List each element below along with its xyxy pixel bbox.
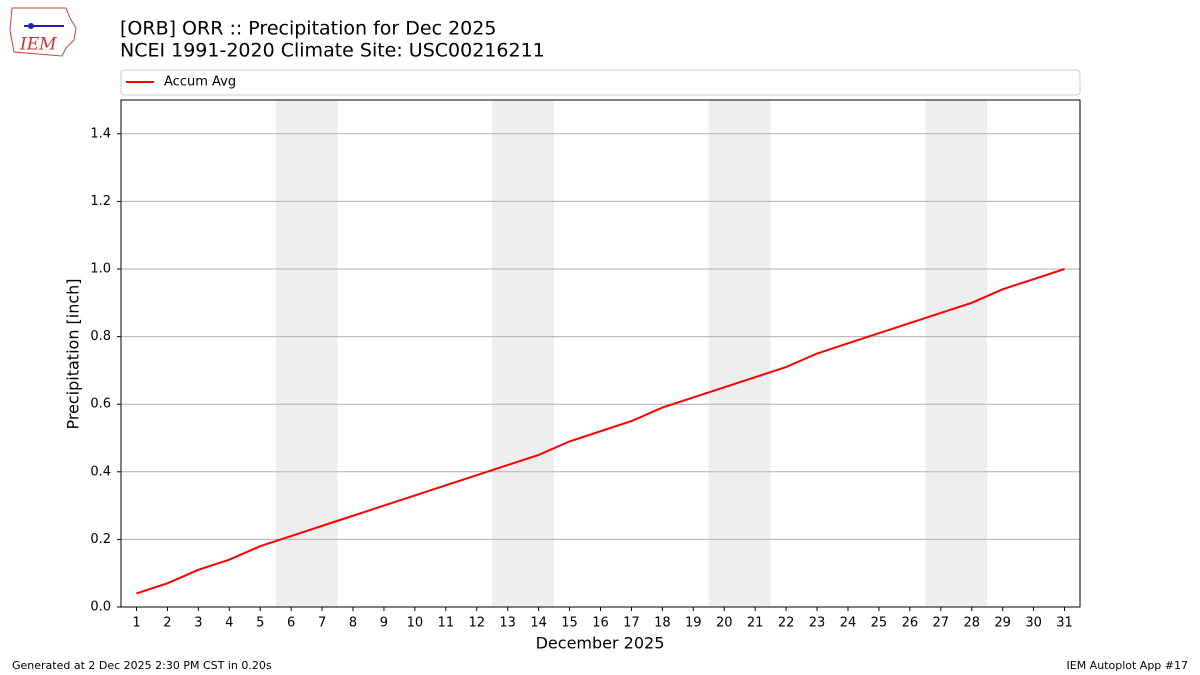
x-tick-label: 13 [499,616,516,631]
x-tick-label: 24 [840,616,857,631]
x-tick-label: 11 [438,616,455,631]
x-tick-label: 7 [318,616,326,631]
y-tick-label: 0.6 [90,397,111,412]
x-tick-label: 9 [380,616,388,631]
x-tick-label: 16 [592,616,609,631]
y-tick-label: 0.2 [90,532,111,547]
x-tick-label: 18 [654,616,671,631]
y-axis-label: Precipitation [inch] [64,278,83,429]
x-tick-label: 2 [163,616,171,631]
x-tick-label: 14 [530,616,547,631]
y-tick-label: 1.2 [90,194,111,209]
weekend-shade [708,100,771,607]
x-tick-label: 28 [963,616,980,631]
x-tick-label: 26 [902,616,919,631]
logo-dot [28,23,34,29]
footer-left: Generated at 2 Dec 2025 2:30 PM CST in 0… [12,659,272,672]
x-tick-label: 10 [407,616,424,631]
x-tick-label: 29 [994,616,1011,631]
weekend-shade [925,100,988,607]
y-tick-label: 1.0 [90,262,111,277]
weekend-shade [275,100,338,607]
x-tick-label: 22 [778,616,795,631]
footer-right: IEM Autoplot App #17 [1067,659,1189,672]
x-tick-label: 3 [194,616,202,631]
x-tick-label: 31 [1056,616,1073,631]
x-tick-label: 20 [716,616,733,631]
y-tick-label: 0.0 [90,600,111,615]
x-tick-label: 21 [747,616,764,631]
x-tick-label: 19 [685,616,702,631]
x-axis-label: December 2025 [536,634,665,653]
legend-label: Accum Avg [164,75,236,90]
legend-box [120,69,1081,96]
plot-frame [120,99,1081,608]
x-tick-label: 5 [256,616,264,631]
x-tick-label: 12 [468,616,485,631]
x-tick-label: 6 [287,616,295,631]
x-tick-label: 15 [561,616,578,631]
logo-outline [9,7,77,57]
x-tick-label: 23 [809,616,826,631]
x-tick-label: 27 [933,616,950,631]
y-tick-label: 1.4 [90,126,111,141]
y-tick-label: 0.4 [90,464,111,479]
x-tick-label: 25 [871,616,888,631]
x-tick-label: 17 [623,616,640,631]
y-tick-label: 0.8 [90,329,111,344]
x-tick-label: 1 [132,616,140,631]
x-tick-label: 4 [225,616,233,631]
x-tick-label: 30 [1025,616,1042,631]
chart-subtitle: NCEI 1991-2020 Climate Site: USC00216211 [120,40,545,62]
series-line [136,268,1065,595]
chart-title: [ORB] ORR :: Precipitation for Dec 2025 [120,18,496,40]
logo-text: IEM [19,35,57,55]
x-tick-label: 8 [349,616,357,631]
weekend-shade [492,100,555,607]
logo: IEM [9,7,77,57]
